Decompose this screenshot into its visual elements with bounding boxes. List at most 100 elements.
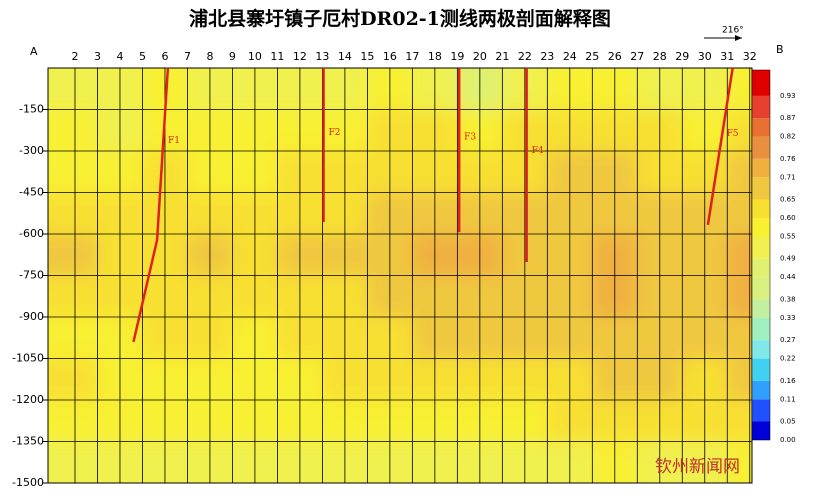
cell bbox=[48, 317, 99, 360]
cell bbox=[592, 400, 639, 443]
x-tick-label: 5 bbox=[139, 50, 146, 63]
cell bbox=[97, 234, 144, 277]
fault-line bbox=[706, 67, 734, 226]
y-tick-label: -750 bbox=[19, 269, 44, 282]
x-tick-label: 26 bbox=[608, 50, 622, 63]
direction-arrowhead bbox=[735, 35, 742, 41]
y-tick-label: -450 bbox=[19, 186, 44, 199]
x-tick-label: 27 bbox=[630, 50, 644, 63]
cell bbox=[142, 151, 189, 194]
cell bbox=[322, 317, 369, 360]
cell bbox=[637, 234, 684, 277]
x-tick-label: 15 bbox=[360, 50, 374, 63]
colorbar-label: 0.16 bbox=[780, 377, 796, 385]
cell bbox=[48, 68, 99, 111]
colorbar-swatch bbox=[752, 118, 770, 137]
cell bbox=[232, 234, 279, 277]
cell bbox=[637, 275, 684, 318]
cell bbox=[412, 317, 459, 360]
cell bbox=[547, 400, 594, 443]
cell bbox=[412, 192, 459, 235]
x-tick-label: 25 bbox=[585, 50, 599, 63]
cell bbox=[457, 275, 504, 318]
x-tick-label: 14 bbox=[338, 50, 352, 63]
cell bbox=[277, 358, 324, 401]
left-label: A bbox=[30, 45, 38, 58]
cell bbox=[727, 151, 752, 194]
x-tick-label: 12 bbox=[293, 50, 307, 63]
cell bbox=[727, 400, 752, 443]
fault-label: F1 bbox=[168, 136, 180, 146]
cell bbox=[187, 441, 234, 483]
y-tick-label: -1350 bbox=[12, 435, 44, 448]
cell bbox=[232, 400, 279, 443]
colorbar-label: 0.82 bbox=[780, 133, 796, 141]
cell bbox=[592, 275, 639, 318]
colorbar-swatch bbox=[752, 258, 770, 278]
cell bbox=[322, 234, 369, 277]
cell bbox=[502, 109, 549, 152]
y-tick-label: -300 bbox=[19, 144, 44, 157]
x-tick-label: 11 bbox=[270, 50, 284, 63]
cell bbox=[48, 441, 99, 483]
cell bbox=[637, 317, 684, 360]
cell bbox=[637, 192, 684, 235]
x-tick-label: 31 bbox=[720, 50, 734, 63]
cell bbox=[367, 192, 414, 235]
x-tick-label: 19 bbox=[450, 50, 464, 63]
cell bbox=[97, 441, 144, 483]
colorbar-label: 0.60 bbox=[780, 214, 796, 222]
y-tick-label: -1050 bbox=[12, 352, 44, 365]
cell bbox=[97, 109, 144, 152]
cell bbox=[502, 151, 549, 194]
cell bbox=[48, 192, 99, 235]
cell bbox=[367, 275, 414, 318]
cell bbox=[97, 275, 144, 318]
colorbar-frame bbox=[751, 69, 771, 441]
field bbox=[48, 68, 752, 483]
colorbar-label: 0.27 bbox=[780, 336, 796, 344]
cell bbox=[187, 68, 234, 111]
colorbar-label: 0.00 bbox=[780, 436, 796, 444]
colorbar-label: 0.76 bbox=[780, 155, 796, 163]
y-tick-label: -600 bbox=[19, 227, 44, 240]
colorbar-swatch bbox=[752, 421, 770, 440]
cell bbox=[48, 400, 99, 443]
colorbar-label: 0.93 bbox=[780, 92, 796, 100]
colorbar-swatch bbox=[752, 199, 770, 218]
cell bbox=[457, 68, 504, 111]
cell bbox=[142, 400, 189, 443]
colorbar-swatch bbox=[752, 236, 770, 259]
colorbar-swatch bbox=[752, 218, 770, 237]
y-tick-label: -150 bbox=[19, 103, 44, 116]
colorbar-swatch bbox=[752, 399, 770, 422]
cell bbox=[232, 358, 279, 401]
colorbar-label: 0.38 bbox=[780, 295, 796, 303]
cell bbox=[322, 109, 369, 152]
cell bbox=[97, 317, 144, 360]
cell bbox=[48, 151, 99, 194]
cell bbox=[97, 358, 144, 401]
cell bbox=[682, 234, 729, 277]
colorbar-swatch bbox=[752, 177, 770, 200]
colorbar-label: 0.49 bbox=[780, 255, 796, 263]
colorbar-label: 0.05 bbox=[780, 418, 796, 426]
colorbar-label: 0.11 bbox=[780, 395, 796, 403]
cell bbox=[142, 275, 189, 318]
cell bbox=[592, 192, 639, 235]
cell bbox=[547, 109, 594, 152]
x-tick-label: 28 bbox=[653, 50, 667, 63]
cell bbox=[97, 68, 144, 111]
x-tick-label: 9 bbox=[229, 50, 236, 63]
cell bbox=[367, 317, 414, 360]
cell bbox=[277, 109, 324, 152]
cell bbox=[682, 317, 729, 360]
x-tick-label: 24 bbox=[563, 50, 577, 63]
x-tick-label: 16 bbox=[383, 50, 397, 63]
cell bbox=[637, 441, 684, 483]
fault-label: F3 bbox=[464, 132, 476, 142]
x-tick-label: 10 bbox=[248, 50, 262, 63]
cell bbox=[457, 109, 504, 152]
colorbar-swatch bbox=[752, 95, 770, 119]
